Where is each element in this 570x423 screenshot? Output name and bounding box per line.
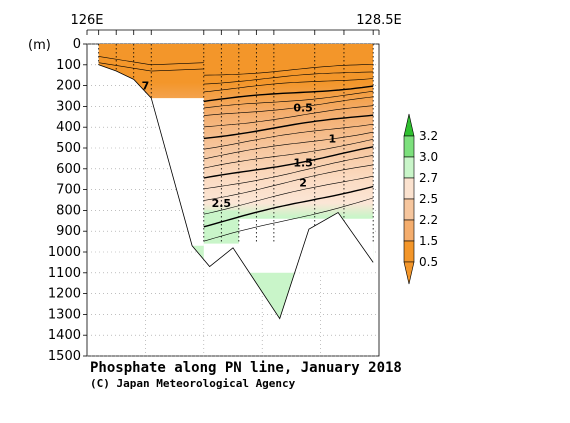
deep-green-patch (203, 210, 239, 244)
contour-label-1: 0.5 (293, 101, 313, 114)
contour-line-10 (203, 139, 374, 169)
chart-credit: (C) Japan Meteorological Agency (90, 377, 296, 390)
y-tick-label-1200: 1200 (48, 287, 81, 302)
y-tick-label-800: 800 (56, 203, 81, 218)
colorbar-label-0: 3.2 (419, 129, 438, 143)
deep-mask (203, 218, 374, 273)
contour-line-2 (203, 78, 374, 93)
y-tick-label-1000: 1000 (48, 245, 81, 260)
chart-title: Phosphate along PN line, January 2018 (90, 360, 402, 376)
phosphate-fill-layer (98, 44, 374, 319)
colorbar-segment-0 (403, 135, 415, 158)
y-tick-label-0: 0 (73, 37, 81, 52)
y-tick-label-700: 700 (56, 183, 81, 198)
y-tick-label-200: 200 (56, 79, 81, 94)
contour-line-12 (203, 155, 374, 190)
contour-line-14 (203, 175, 374, 215)
colorbar-segment-2 (403, 177, 415, 200)
y-tick-label-400: 400 (56, 120, 81, 135)
colorbar-label-2: 2.7 (419, 171, 438, 185)
y-tick-label-1500: 1500 (48, 349, 81, 364)
contour-line-15 (203, 185, 374, 228)
colorbar: 3.2 3.0 2.7 2.5 2.2 1.5 0.5 (403, 113, 438, 285)
contour-label-5: 2.5 (212, 197, 232, 210)
contour-line-4 (203, 90, 374, 109)
contour-line-11 (203, 146, 374, 179)
colorbar-segment-1 (403, 156, 415, 179)
sea-bottom-profile (98, 64, 374, 320)
colorbar-label-4: 2.2 (419, 213, 438, 227)
contour-line-6 (203, 105, 374, 128)
y-tick-label-900: 900 (56, 224, 81, 239)
unsampled-mask (151, 98, 204, 246)
contour-line-7 (203, 114, 374, 140)
y-tick-label-100: 100 (56, 58, 81, 73)
x-label-right: 128.5E (356, 13, 401, 28)
contour-line-0 (203, 64, 374, 76)
contour-lines (98, 56, 374, 242)
contour-line-9 (203, 131, 374, 160)
contour-line-16 (203, 197, 374, 242)
y-tick-label-1100: 1100 (48, 266, 81, 281)
colorbar-label-1: 3.0 (419, 150, 438, 164)
station-lines (98, 44, 374, 244)
colorbar-segment-3 (403, 198, 415, 221)
contour-label-0: 7 (142, 80, 150, 93)
colorbar-top-arrow (403, 113, 415, 137)
y-tick-label-300: 300 (56, 99, 81, 114)
y-tick-label-500: 500 (56, 141, 81, 156)
contour-line-5 (203, 96, 374, 116)
contour-label-3: 1.5 (293, 157, 313, 170)
contour-labels: 7 0.5 1 1.5 2 2.5 (142, 80, 337, 211)
top-axis-ticks (86, 30, 380, 35)
contour-line-1 (203, 71, 374, 85)
colorbar-segment-4 (403, 219, 415, 242)
contour-line-8 (203, 124, 374, 150)
colorbar-label-5: 1.5 (419, 234, 438, 248)
contour-label-4: 2 (299, 176, 307, 189)
y-axis: 0 100 200 300 400 500 600 700 800 900 1000 1100 1200… (48, 37, 87, 364)
contour-line-13 (203, 164, 374, 201)
x-label-left: 126E (70, 13, 103, 28)
y-unit-label: (m) (28, 38, 51, 53)
colorbar-label-6: 0.5 (419, 255, 438, 269)
contour-line-3 (203, 85, 374, 103)
colorbar-label-3: 2.5 (419, 192, 438, 206)
y-tick-label-1400: 1400 (48, 328, 81, 343)
y-tick-label-1300: 1300 (48, 307, 81, 322)
contour-label-2: 1 (328, 133, 336, 146)
colorbar-bottom-arrow (403, 261, 415, 285)
colorbar-segment-5 (403, 240, 415, 263)
y-tick-label-600: 600 (56, 162, 81, 177)
bottom-profile-line (98, 64, 374, 320)
